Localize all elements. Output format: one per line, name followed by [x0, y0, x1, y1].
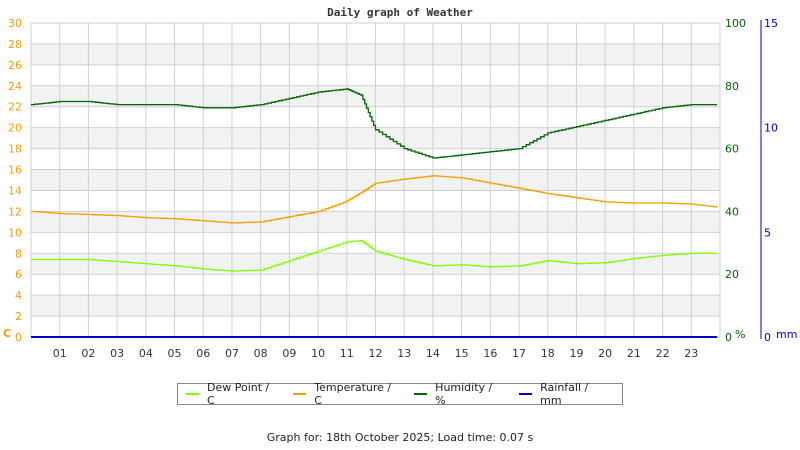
legend-label: Rainfall / mm — [540, 381, 589, 407]
svg-text:20: 20 — [8, 122, 22, 135]
svg-text:40: 40 — [725, 205, 739, 218]
svg-text:14: 14 — [8, 184, 22, 197]
chart-title: Daily graph of Weather — [327, 6, 473, 19]
legend-label: Temperature / C — [314, 381, 392, 407]
x-tick-label: 11 — [340, 347, 354, 360]
svg-text:10: 10 — [8, 226, 22, 239]
x-tick-label: 15 — [455, 347, 469, 360]
x-tick-label: 07 — [225, 347, 239, 360]
x-tick-label: 17 — [512, 347, 526, 360]
series-line — [31, 175, 718, 224]
svg-text:0: 0 — [764, 331, 771, 344]
x-tick-label: 02 — [81, 347, 95, 360]
x-tick-label: 12 — [369, 347, 383, 360]
x-tick-label: 06 — [196, 347, 210, 360]
svg-text:0: 0 — [15, 331, 22, 344]
svg-text:22: 22 — [8, 101, 22, 114]
svg-text:12: 12 — [8, 205, 22, 218]
svg-text:24: 24 — [8, 80, 22, 93]
legend-swatch-dew-point — [186, 393, 199, 395]
svg-text:100: 100 — [725, 17, 746, 30]
x-tick-label: 04 — [139, 347, 153, 360]
x-tick-label: 18 — [541, 347, 555, 360]
svg-text:2: 2 — [15, 310, 22, 323]
svg-text:mm: mm — [776, 328, 797, 341]
legend-swatch-rainfall — [519, 393, 533, 395]
series-line — [31, 88, 718, 159]
legend-item-rainfall[interactable]: Rainfall / mm — [515, 381, 608, 407]
legend-swatch-humidity — [414, 393, 428, 395]
legend-item-dew-point[interactable]: Dew Point / C — [182, 381, 275, 407]
svg-text:28: 28 — [8, 38, 22, 51]
svg-text:18: 18 — [8, 143, 22, 156]
x-tick-label: 13 — [397, 347, 411, 360]
svg-text:5: 5 — [764, 226, 771, 239]
series-line — [31, 240, 718, 272]
svg-text:80: 80 — [725, 80, 739, 93]
x-tick-label: 23 — [684, 347, 698, 360]
x-tick-label: 21 — [627, 347, 641, 360]
x-tick-label: 01 — [53, 347, 67, 360]
legend-item-temperature[interactable]: Temperature / C — [289, 381, 396, 407]
svg-text:20: 20 — [725, 268, 739, 281]
x-tick-label: 20 — [598, 347, 612, 360]
legend-swatch-temperature — [293, 393, 307, 395]
svg-text:%: % — [735, 328, 745, 341]
svg-text:4: 4 — [15, 289, 22, 302]
legend-label: Humidity / % — [435, 381, 493, 407]
weather-chart: 01 02 03 04 05 06 07 08 09 10 11 12 13 14 15 16 17 18 19 20… — [3, 17, 797, 360]
x-tick-label: 03 — [110, 347, 124, 360]
svg-text:60: 60 — [725, 143, 739, 156]
x-tick-label: 09 — [282, 347, 296, 360]
x-tick-label: 19 — [569, 347, 583, 360]
x-tick-label: 22 — [656, 347, 670, 360]
chart-legend: Dew Point / C Temperature / C Humidity /… — [177, 381, 623, 407]
svg-text:15: 15 — [764, 17, 778, 30]
plot-lines — [31, 88, 718, 338]
svg-text:10: 10 — [764, 122, 778, 135]
x-tick-label: 08 — [254, 347, 268, 360]
plot-axes: 01 02 03 04 05 06 07 08 09 10 11 12 13 14 15 16 17 18 19 20… — [3, 17, 797, 360]
svg-text:26: 26 — [8, 59, 22, 72]
x-tick-label: 10 — [311, 347, 325, 360]
graph-footer: Graph for: 18th October 2025; Load time:… — [266, 431, 534, 444]
svg-text:16: 16 — [8, 164, 22, 177]
legend-label: Dew Point / C — [207, 381, 270, 407]
x-tick-label: 05 — [168, 347, 182, 360]
svg-text:0: 0 — [725, 331, 732, 344]
svg-text:C: C — [3, 327, 11, 340]
svg-text:30: 30 — [8, 17, 22, 30]
svg-text:6: 6 — [15, 268, 22, 281]
svg-text:8: 8 — [15, 247, 22, 260]
x-tick-label: 14 — [426, 347, 440, 360]
x-tick-label: 16 — [483, 347, 497, 360]
legend-item-humidity[interactable]: Humidity / % — [410, 381, 501, 407]
